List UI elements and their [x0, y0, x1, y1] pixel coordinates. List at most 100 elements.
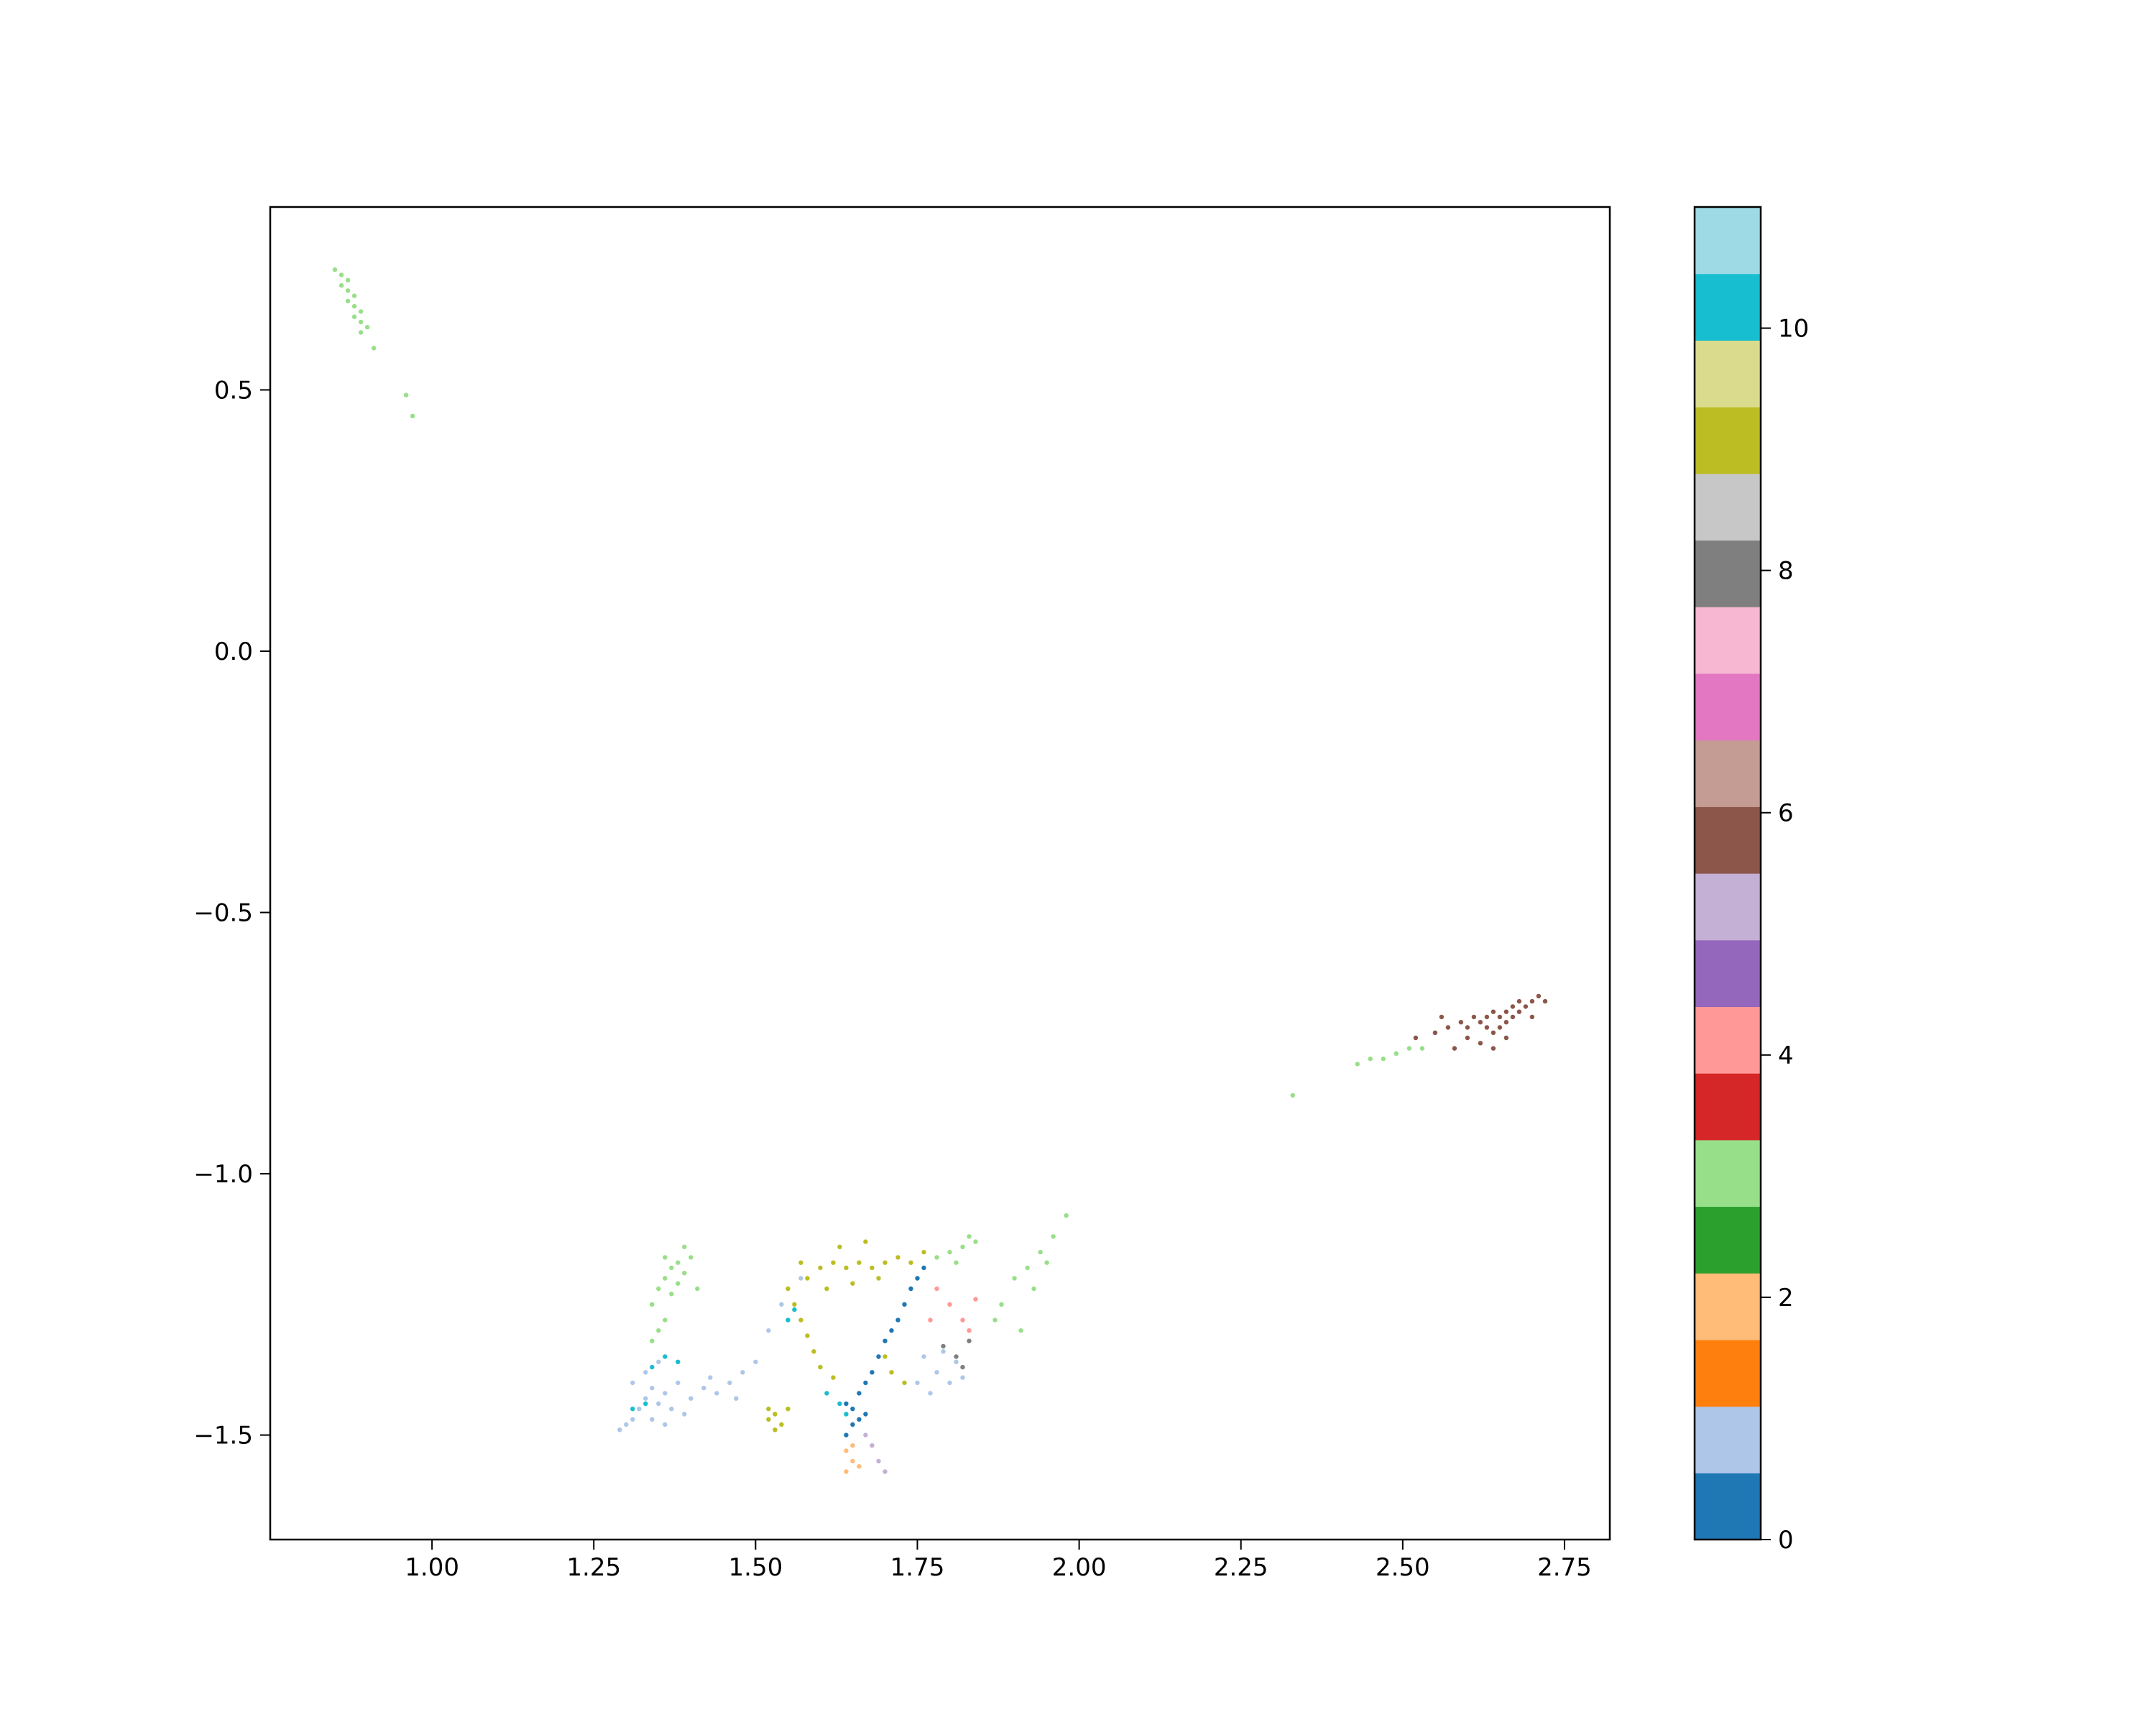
scatter-point: [844, 1265, 849, 1271]
scatter-point: [824, 1286, 829, 1292]
scatter-point: [850, 1458, 855, 1464]
scatter-point: [844, 1469, 849, 1474]
scatter-point: [915, 1276, 920, 1281]
scatter-point: [630, 1417, 635, 1422]
scatter-point: [766, 1417, 771, 1422]
scatter-point: [863, 1432, 868, 1438]
scatter-point: [358, 309, 364, 314]
scatter-point: [954, 1359, 959, 1365]
scatter-point: [1536, 993, 1542, 999]
scatter-point: [779, 1422, 784, 1427]
scatter-point: [669, 1292, 674, 1297]
scatter-point: [1393, 1051, 1399, 1057]
scatter-point: [1516, 1009, 1522, 1014]
colorbar-band: [1695, 1473, 1761, 1540]
scatter-point: [1471, 1014, 1477, 1020]
scatter-point: [863, 1239, 868, 1244]
scatter-point: [669, 1407, 674, 1412]
scatter-point: [650, 1386, 655, 1391]
scatter-point: [792, 1302, 797, 1307]
scatter-point: [1044, 1260, 1049, 1265]
colorbar-band: [1695, 873, 1761, 941]
scatter-point: [676, 1281, 681, 1286]
scatter-point: [928, 1317, 933, 1322]
scatter-point: [1497, 1014, 1503, 1020]
scatter-point: [753, 1359, 758, 1365]
scatter-point: [676, 1359, 681, 1365]
scatter-point: [934, 1255, 939, 1260]
scatter-point: [630, 1380, 635, 1386]
scatter-point: [863, 1380, 868, 1386]
scatter-point: [1484, 1014, 1490, 1020]
colorbar-tick-label: 10: [1778, 315, 1809, 344]
x-tick-label: 2.00: [1052, 1553, 1107, 1582]
scatter-point: [403, 392, 409, 397]
scatter-point: [895, 1255, 900, 1260]
scatter-point: [934, 1286, 939, 1292]
x-tick-label: 2.50: [1376, 1553, 1430, 1582]
scatter-point: [773, 1412, 778, 1417]
colorbar: 0 2 4 6 8 10: [1693, 206, 1809, 1555]
scatter-point: [947, 1249, 952, 1255]
scatter-point: [1465, 1025, 1470, 1030]
scatter-point: [973, 1297, 978, 1302]
scatter-point: [824, 1391, 829, 1396]
colorbar-band: [1695, 740, 1761, 807]
scatter-point: [1529, 1014, 1535, 1020]
scatter-point: [656, 1401, 661, 1407]
scatter-point: [863, 1412, 868, 1417]
scatter-point: [1510, 1014, 1516, 1020]
scatter-point: [1516, 998, 1522, 1004]
scatter-point: [818, 1265, 823, 1271]
colorbar-band: [1695, 1406, 1761, 1473]
x-tick-label: 2.25: [1214, 1553, 1268, 1582]
scatter-point: [915, 1380, 920, 1386]
scatter-point: [358, 319, 364, 325]
x-tick-label: 1.00: [405, 1553, 459, 1582]
scatter-point: [1497, 1025, 1503, 1030]
scatter-point: [844, 1448, 849, 1453]
colorbar-band: [1695, 1339, 1761, 1407]
x-tick-label: 1.75: [890, 1553, 945, 1582]
scatter-point: [1491, 1046, 1496, 1051]
scatter-point: [883, 1469, 888, 1474]
colorbar-band: [1695, 473, 1761, 541]
scatter-point: [345, 277, 351, 282]
scatter-point: [688, 1396, 694, 1401]
scatter-point: [798, 1260, 803, 1265]
scatter-point: [766, 1328, 771, 1333]
scatter-point: [656, 1359, 661, 1365]
scatter-point: [857, 1417, 862, 1422]
scatter-point: [850, 1407, 855, 1412]
scatter-point: [1290, 1092, 1296, 1098]
scatter-point: [1484, 1025, 1490, 1030]
scatter-point: [921, 1249, 926, 1255]
scatter-point: [889, 1328, 894, 1333]
scatter-point: [870, 1265, 875, 1271]
scatter-point: [999, 1302, 1004, 1307]
scatter-point: [954, 1260, 959, 1265]
scatter-point: [682, 1412, 687, 1417]
scatter-point: [663, 1276, 668, 1281]
scatter-point: [967, 1328, 972, 1333]
scatter-point: [1025, 1265, 1030, 1271]
scatter-point: [656, 1328, 661, 1333]
scatter-point: [766, 1407, 771, 1412]
scatter-point: [663, 1354, 668, 1359]
scatter-point: [1452, 1046, 1457, 1051]
scatter-point: [351, 303, 357, 309]
scatter-point: [650, 1302, 655, 1307]
scatter-point: [637, 1407, 642, 1412]
plot-area-frame: [269, 206, 1611, 1541]
scatter-point: [643, 1401, 648, 1407]
y-tick-label: −1.5: [193, 1422, 253, 1450]
scatter-point: [902, 1380, 907, 1386]
scatter-point: [947, 1380, 952, 1386]
scatter-point: [902, 1302, 907, 1307]
colorbar-band: [1695, 1139, 1761, 1208]
scatter-point: [1051, 1234, 1056, 1239]
colorbar-tick-label: 0: [1778, 1526, 1794, 1555]
scatter-point: [1432, 1030, 1438, 1036]
scatter-point: [908, 1260, 913, 1265]
